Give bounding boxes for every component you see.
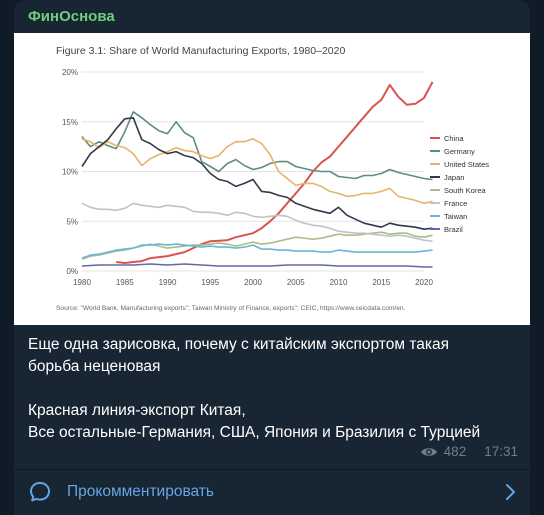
x-tick-label: 2000 [244,278,262,287]
legend-label: France [444,199,467,208]
series-line-south-korea [81,231,433,260]
x-tick-label: 1985 [116,278,134,287]
series-line-germany [81,111,433,181]
message-line: Красная линия-экспорт Китая, [28,402,246,419]
series-line-brazil [81,263,433,268]
series-line-united-states [81,137,433,205]
eye-icon [420,447,437,456]
line-chart: Figure 3.1: Share of World Manufacturing… [56,45,489,312]
legend-label: South Korea [444,186,487,195]
chart-title: Figure 3.1: Share of World Manufacturing… [56,45,345,57]
comment-button[interactable]: Прокомментировать [14,470,530,515]
post-meta: 482 17:31 [420,444,518,459]
x-tick-label: 2015 [372,278,390,287]
views-count: 482 [443,444,467,459]
legend-label: Germany [444,147,475,156]
post-bubble: ФинОснова Figure 3.1: Share of World Man… [14,0,530,515]
y-tick-label: 15% [62,118,78,127]
x-tick-label: 1990 [159,278,177,287]
x-tick-label: 2020 [415,278,433,287]
message-line: борьба неценовая [28,358,161,375]
post-time: 17:31 [484,444,518,459]
series-line-japan [81,117,433,230]
legend-label: Taiwan [444,212,467,221]
series-line-france [81,202,433,242]
y-tick-label: 10% [62,168,78,177]
message-line: Еще одна зарисовка, почему с китайским э… [28,336,449,353]
divider [14,469,530,470]
chart-source: Source: "World Bank, Manufacturing expor… [56,305,406,312]
message-line [28,378,524,400]
message-text: Еще одна зарисовка, почему с китайским э… [28,334,524,444]
comment-bubble-icon [30,482,50,502]
y-tick-label: 20% [62,68,78,77]
x-tick-label: 2005 [287,278,305,287]
comment-label: Прокомментировать [67,483,214,500]
series-line-taiwan [81,243,433,259]
legend-label: Japan [444,173,464,182]
series-line-china [116,81,434,264]
chevron-right-icon [506,484,515,500]
legend-label: China [444,134,464,143]
y-tick-label: 5% [66,217,78,226]
legend-label: Brazil [444,225,463,234]
y-tick-label: 0% [66,267,78,276]
x-tick-label: 1980 [73,278,91,287]
chart-image[interactable]: Figure 3.1: Share of World Manufacturing… [14,33,530,325]
legend-label: United States [444,160,489,169]
message-line: Все остальные-Германия, США, Япония и Бр… [28,424,481,441]
x-tick-label: 2010 [330,278,348,287]
channel-name[interactable]: ФинОснова [28,8,115,25]
x-tick-label: 1995 [201,278,219,287]
